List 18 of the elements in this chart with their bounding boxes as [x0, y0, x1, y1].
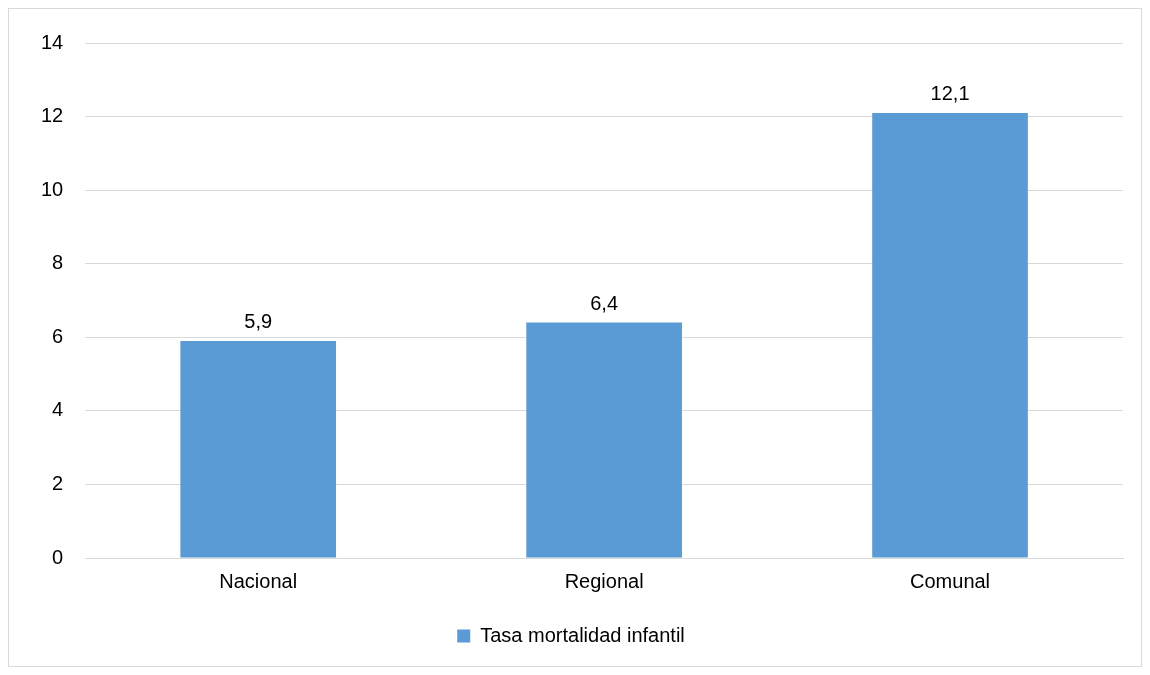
data-label: 5,9 [244, 310, 273, 333]
x-tick-label: Regional [564, 569, 644, 592]
y-tick-label: 10 [41, 177, 64, 200]
y-tick-label: 8 [52, 251, 64, 274]
data-label: 6,4 [590, 292, 619, 315]
bar [180, 340, 337, 558]
y-tick-label: 6 [52, 324, 64, 347]
bar [872, 112, 1028, 558]
data-label: 12,1 [930, 82, 970, 105]
y-tick-label: 14 [41, 30, 64, 53]
y-tick-label: 2 [52, 471, 64, 494]
bar [526, 322, 682, 558]
x-tick-label: Nacional [219, 569, 298, 592]
y-tick-label: 12 [41, 104, 64, 127]
legend-label: Tasa mortalidad infantil [480, 623, 685, 646]
y-tick-label: 4 [52, 398, 64, 421]
y-tick-label: 0 [52, 545, 64, 568]
x-tick-label: Comunal [910, 569, 991, 592]
